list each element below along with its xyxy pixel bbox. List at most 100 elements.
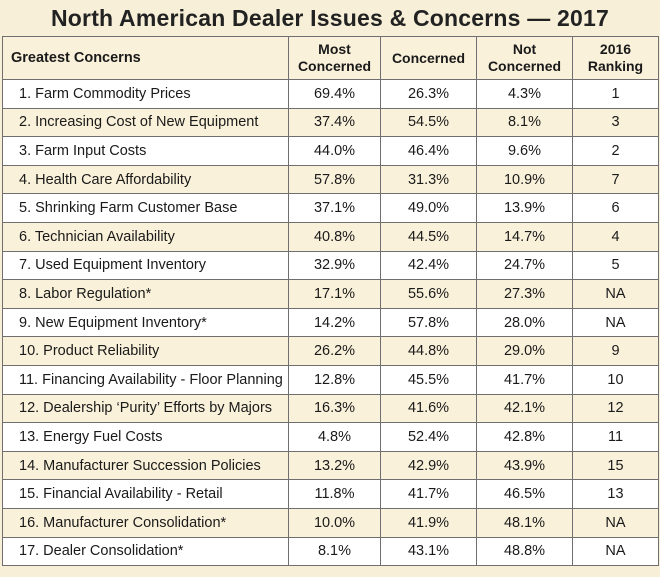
cell-ranking-2016: NA <box>572 507 659 538</box>
cell-concerned: 41.9% <box>380 507 477 538</box>
cell-most-concerned: 44.0% <box>288 136 381 166</box>
cell-greatest-concerns: 13. Energy Fuel Costs <box>2 422 289 452</box>
cell-most-concerned: 69.4% <box>288 79 381 109</box>
cell-not-concerned: 28.0% <box>476 307 573 338</box>
table-row: 9. New Equipment Inventory* 14.2% 57.8% 28.… <box>2 307 659 338</box>
cell-ranking-2016: 15 <box>572 450 659 481</box>
cell-most-concerned: 16.3% <box>288 393 381 424</box>
cell-concerned: 44.5% <box>380 221 477 252</box>
cell-ranking-2016: 2 <box>572 136 659 166</box>
cell-greatest-concerns: 7. Used Equipment Inventory <box>2 250 289 281</box>
table-row: 10. Product Reliability 26.2% 44.8% 29.0% 9 <box>2 336 659 366</box>
cell-not-concerned: 9.6% <box>476 136 573 166</box>
cell-not-concerned: 24.7% <box>476 250 573 281</box>
table-row: 1. Farm Commodity Prices 69.4% 26.3% 4.3% 1 <box>2 79 659 109</box>
cell-greatest-concerns: 16. Manufacturer Consolidation* <box>2 507 289 538</box>
column-header-line1: Concerned <box>391 49 466 66</box>
cell-ranking-2016: 13 <box>572 479 659 509</box>
table-row: 15. Financial Availability - Retail 11.8%… <box>2 479 659 509</box>
cell-most-concerned: 14.2% <box>288 307 381 338</box>
table-row: 17. Dealer Consolidation* 8.1% 43.1% 48.8% N… <box>2 536 659 567</box>
column-header-not-concerned: Not Concerned <box>476 36 573 80</box>
table-row: 8. Labor Regulation* 17.1% 55.6% 27.3% NA <box>2 279 659 309</box>
cell-concerned: 41.6% <box>380 393 477 424</box>
cell-not-concerned: 48.8% <box>476 536 573 567</box>
column-header-line2: Ranking <box>587 58 644 74</box>
cell-not-concerned: 8.1% <box>476 107 573 138</box>
cell-not-concerned: 10.9% <box>476 164 573 195</box>
cell-ranking-2016: 9 <box>572 336 659 366</box>
cell-not-concerned: 48.1% <box>476 507 573 538</box>
table-row: 11. Financing Availability - Floor Plann… <box>2 364 659 395</box>
cell-concerned: 31.3% <box>380 164 477 195</box>
cell-concerned: 44.8% <box>380 336 477 366</box>
cell-ranking-2016: 12 <box>572 393 659 424</box>
cell-not-concerned: 41.7% <box>476 364 573 395</box>
cell-greatest-concerns: 9. New Equipment Inventory* <box>2 307 289 338</box>
cell-greatest-concerns: 5. Shrinking Farm Customer Base <box>2 193 289 223</box>
cell-greatest-concerns: 6. Technician Availability <box>2 221 289 252</box>
cell-not-concerned: 27.3% <box>476 279 573 309</box>
table-row: 5. Shrinking Farm Customer Base 37.1% 49.0… <box>2 193 659 223</box>
cell-concerned: 26.3% <box>380 79 477 109</box>
cell-most-concerned: 13.2% <box>288 450 381 481</box>
cell-concerned: 52.4% <box>380 422 477 452</box>
table-row: 7. Used Equipment Inventory 32.9% 42.4% 24.… <box>2 250 659 281</box>
cell-greatest-concerns: 15. Financial Availability - Retail <box>2 479 289 509</box>
cell-ranking-2016: 5 <box>572 250 659 281</box>
cell-concerned: 46.4% <box>380 136 477 166</box>
cell-greatest-concerns: 2. Increasing Cost of New Equipment <box>2 107 289 138</box>
table-row: 2. Increasing Cost of New Equipment 37.4%… <box>2 107 659 138</box>
cell-most-concerned: 57.8% <box>288 164 381 195</box>
table-row: 16. Manufacturer Consolidation* 10.0% 41.9… <box>2 507 659 538</box>
column-header-line1: 2016 <box>599 41 632 57</box>
cell-not-concerned: 42.8% <box>476 422 573 452</box>
column-header-concerned: Concerned <box>380 36 477 80</box>
cell-ranking-2016: 1 <box>572 79 659 109</box>
cell-most-concerned: 40.8% <box>288 221 381 252</box>
column-header-greatest-concerns: Greatest Concerns <box>2 36 289 80</box>
cell-ranking-2016: NA <box>572 307 659 338</box>
cell-not-concerned: 13.9% <box>476 193 573 223</box>
cell-most-concerned: 4.8% <box>288 422 381 452</box>
cell-ranking-2016: 6 <box>572 193 659 223</box>
cell-not-concerned: 4.3% <box>476 79 573 109</box>
cell-concerned: 57.8% <box>380 307 477 338</box>
cell-most-concerned: 37.4% <box>288 107 381 138</box>
cell-most-concerned: 26.2% <box>288 336 381 366</box>
cell-most-concerned: 37.1% <box>288 193 381 223</box>
cell-most-concerned: 11.8% <box>288 479 381 509</box>
cell-ranking-2016: 7 <box>572 164 659 195</box>
cell-concerned: 41.7% <box>380 479 477 509</box>
cell-concerned: 42.4% <box>380 250 477 281</box>
table-row: 4. Health Care Affordability 57.8% 31.3% 10… <box>2 164 659 195</box>
cell-ranking-2016: 4 <box>572 221 659 252</box>
cell-ranking-2016: 11 <box>572 422 659 452</box>
cell-greatest-concerns: 4. Health Care Affordability <box>2 164 289 195</box>
column-header-most-concerned: Most Concerned <box>288 36 381 80</box>
table-row: 3. Farm Input Costs 44.0% 46.4% 9.6% 2 <box>2 136 659 166</box>
table-row: 12. Dealership ‘Purity’ Efforts by Major… <box>2 393 659 424</box>
cell-ranking-2016: 10 <box>572 364 659 395</box>
header-row: Greatest Concerns Most Concerned Concerned N… <box>2 36 659 80</box>
cell-most-concerned: 10.0% <box>288 507 381 538</box>
cell-not-concerned: 46.5% <box>476 479 573 509</box>
cell-concerned: 49.0% <box>380 193 477 223</box>
cell-greatest-concerns: 10. Product Reliability <box>2 336 289 366</box>
cell-greatest-concerns: 12. Dealership ‘Purity’ Efforts by Major… <box>2 393 289 424</box>
table-title: North American Dealer Issues & Concerns … <box>50 5 609 31</box>
cell-greatest-concerns: 8. Labor Regulation* <box>2 279 289 309</box>
column-header-ranking-2016: 2016 Ranking <box>572 36 659 80</box>
table-row: 13. Energy Fuel Costs 4.8% 52.4% 42.8% 11 <box>2 422 659 452</box>
column-header-line1: Greatest Concerns <box>11 49 141 66</box>
concerns-table: Greatest Concerns Most Concerned Concerned N… <box>2 36 659 567</box>
cell-most-concerned: 17.1% <box>288 279 381 309</box>
cell-concerned: 45.5% <box>380 364 477 395</box>
column-header-line1: Most <box>318 41 351 57</box>
cell-greatest-concerns: 14. Manufacturer Succession Policies <box>2 450 289 481</box>
cell-greatest-concerns: 17. Dealer Consolidation* <box>2 536 289 567</box>
cell-greatest-concerns: 1. Farm Commodity Prices <box>2 79 289 109</box>
cell-ranking-2016: 3 <box>572 107 659 138</box>
cell-ranking-2016: NA <box>572 536 659 567</box>
cell-concerned: 43.1% <box>380 536 477 567</box>
